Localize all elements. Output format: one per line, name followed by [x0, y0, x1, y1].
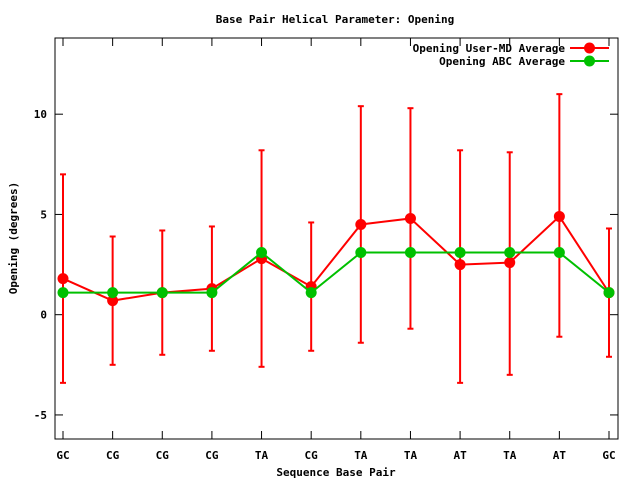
series-line: [62, 214, 610, 302]
data-point: [156, 287, 168, 299]
y-tick-label: 5: [40, 208, 47, 221]
x-tick-label: TA: [404, 449, 418, 462]
data-point: [454, 247, 466, 259]
data-point: [256, 247, 268, 259]
data-point: [355, 218, 367, 230]
legend-label: Opening ABC Average: [439, 55, 565, 68]
x-tick-label: TA: [255, 449, 269, 462]
series-line: [63, 251, 610, 294]
y-tick-label: 10: [34, 108, 47, 121]
data-point: [107, 295, 119, 307]
x-tick-label: TA: [503, 449, 517, 462]
data-point: [454, 259, 466, 271]
legend-marker: [584, 55, 595, 67]
data-point: [404, 212, 416, 224]
x-tick-label: GC: [56, 449, 69, 462]
x-axis-label: Sequence Base Pair: [276, 466, 396, 479]
y-axis-label: Opening (degrees): [7, 182, 20, 295]
data-point: [355, 247, 367, 259]
data-point: [504, 247, 516, 259]
series-abc: [57, 247, 615, 299]
data-point: [553, 210, 565, 222]
y-tick-label: 0: [40, 309, 47, 322]
data-point: [603, 287, 615, 299]
x-tick-label: CG: [205, 449, 219, 462]
x-tick-label: CG: [106, 449, 120, 462]
y-axis: -5 0 5 10: [34, 108, 618, 422]
data-point: [553, 247, 565, 259]
data-point: [305, 287, 317, 299]
data-point: [107, 287, 119, 299]
x-tick-label: TA: [354, 449, 368, 462]
data-point: [57, 273, 69, 285]
data-point: [504, 257, 516, 269]
data-point: [404, 247, 416, 259]
plot-frame: [54, 37, 619, 440]
series-layer: [57, 93, 615, 384]
data-point: [206, 287, 218, 299]
chart-title: Base Pair Helical Parameter: Opening: [216, 13, 454, 26]
data-point: [57, 287, 69, 299]
x-tick-label: AT: [553, 449, 567, 462]
x-axis: GC CG CG CG TA CG TA TA AT TA AT GC: [56, 38, 616, 462]
legend-label: Opening User-MD Average: [413, 42, 566, 55]
x-tick-label: CG: [305, 449, 319, 462]
x-tick-label: CG: [156, 449, 170, 462]
x-tick-label: GC: [602, 449, 615, 462]
legend-marker: [584, 42, 595, 54]
series-user-md: [57, 93, 615, 384]
y-tick-label: -5: [34, 409, 47, 422]
x-tick-label: AT: [453, 449, 467, 462]
